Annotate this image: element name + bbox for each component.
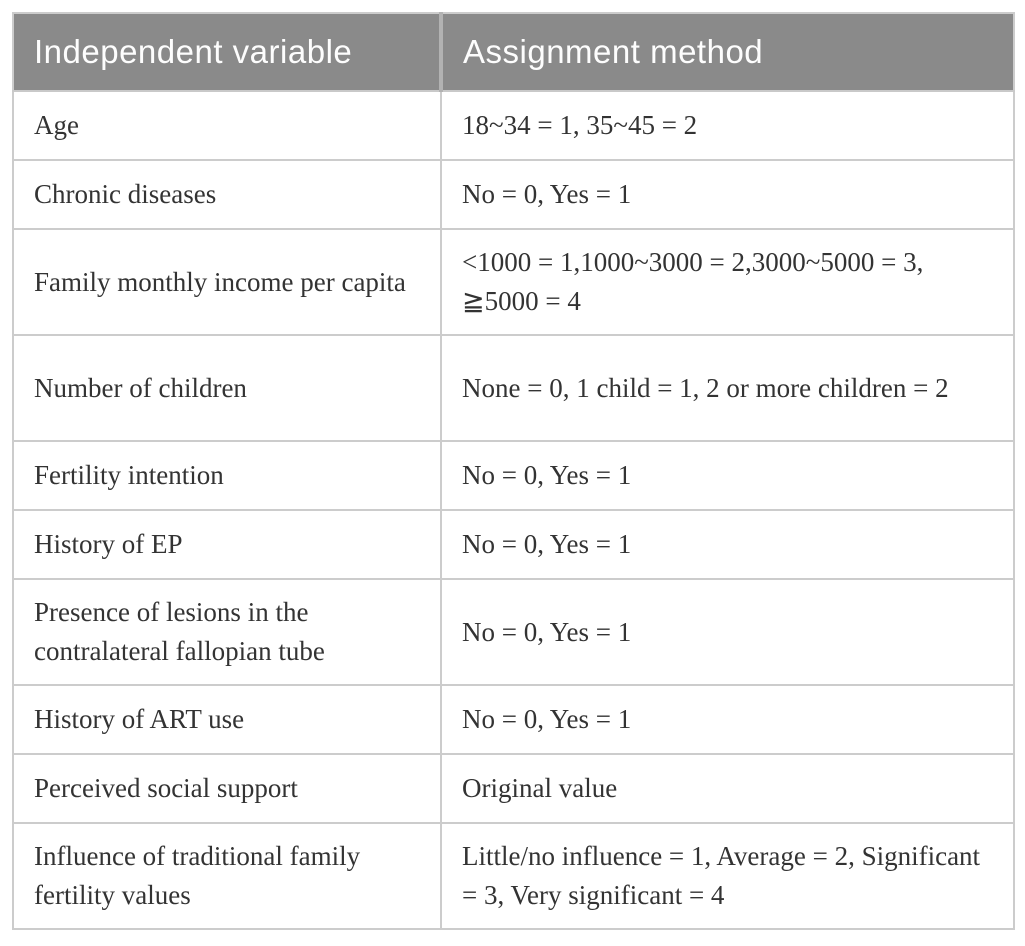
table-row: History of EP No = 0, Yes = 1 bbox=[13, 510, 1014, 580]
assignment-method-table: Independent variable Assignment method A… bbox=[12, 12, 1015, 930]
table-row: Number of children None = 0, 1 child = 1… bbox=[13, 335, 1014, 442]
table-row: Fertility intention No = 0, Yes = 1 bbox=[13, 441, 1014, 511]
table-row: Family monthly income per capita <1000 =… bbox=[13, 229, 1014, 336]
table-row: Age 18~34 = 1, 35~45 = 2 bbox=[13, 91, 1014, 161]
cell-variable: Perceived social support bbox=[13, 754, 441, 824]
cell-variable: Family monthly income per capita bbox=[13, 229, 441, 336]
cell-method: Little/no influence = 1, Average = 2, Si… bbox=[440, 823, 1014, 930]
table-row: Influence of traditional family fertilit… bbox=[13, 823, 1014, 930]
table-row: Perceived social support Original value bbox=[13, 754, 1014, 824]
cell-variable: Age bbox=[13, 91, 441, 161]
cell-variable: History of EP bbox=[13, 510, 441, 580]
cell-variable: Number of children bbox=[13, 335, 441, 442]
cell-method: Original value bbox=[440, 754, 1014, 824]
table-row: History of ART use No = 0, Yes = 1 bbox=[13, 685, 1014, 755]
cell-variable: Fertility intention bbox=[13, 441, 441, 511]
cell-method: No = 0, Yes = 1 bbox=[440, 441, 1014, 511]
cell-variable: Presence of lesions in the contralateral… bbox=[13, 579, 441, 686]
column-header-assignment-method: Assignment method bbox=[439, 13, 1014, 92]
cell-variable: Chronic diseases bbox=[13, 160, 441, 230]
cell-method: 18~34 = 1, 35~45 = 2 bbox=[440, 91, 1014, 161]
cell-method: <1000 = 1,1000~3000 = 2,3000~5000 = 3, ≧… bbox=[440, 229, 1014, 336]
cell-variable: History of ART use bbox=[13, 685, 441, 755]
cell-method: None = 0, 1 child = 1, 2 or more childre… bbox=[440, 335, 1014, 442]
column-header-independent-variable: Independent variable bbox=[13, 13, 441, 92]
table-row: Presence of lesions in the contralateral… bbox=[13, 579, 1014, 686]
table-header-row: Independent variable Assignment method bbox=[13, 13, 1014, 92]
table-row: Chronic diseases No = 0, Yes = 1 bbox=[13, 160, 1014, 230]
cell-method: No = 0, Yes = 1 bbox=[440, 510, 1014, 580]
cell-method: No = 0, Yes = 1 bbox=[440, 579, 1014, 686]
cell-method: No = 0, Yes = 1 bbox=[440, 160, 1014, 230]
cell-variable: Influence of traditional family fertilit… bbox=[13, 823, 441, 930]
cell-method: No = 0, Yes = 1 bbox=[440, 685, 1014, 755]
